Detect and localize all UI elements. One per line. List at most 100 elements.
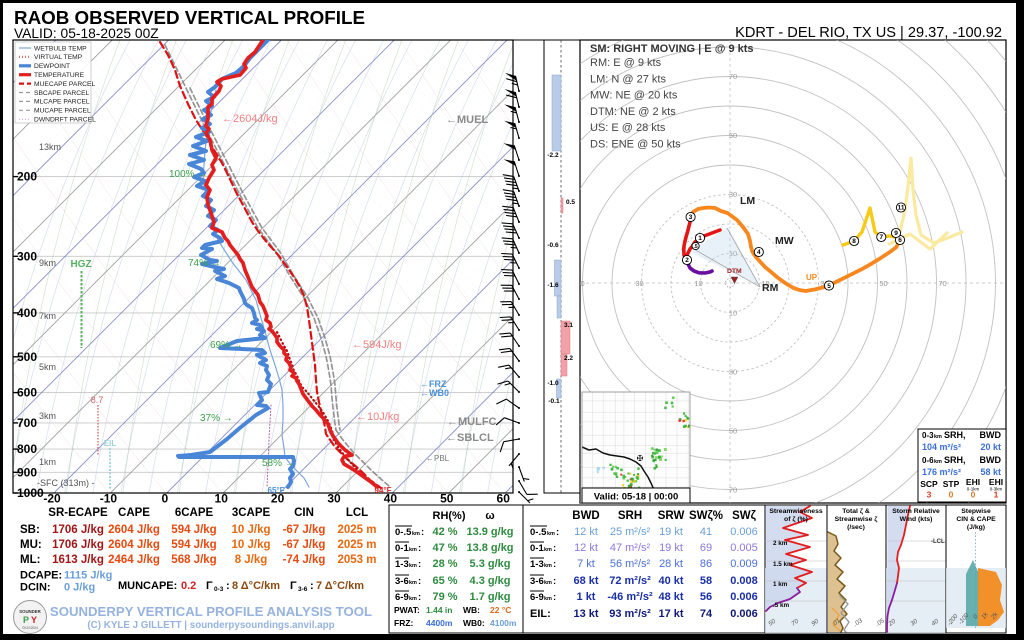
svg-text:CIN & CAPE: CIN & CAPE bbox=[956, 516, 996, 523]
svg-text:70: 70 bbox=[938, 279, 946, 288]
svg-text::: : bbox=[556, 527, 559, 538]
svg-text::: : bbox=[418, 543, 421, 554]
svg-text:Valid: 05-18 | 00:00: Valid: 05-18 | 00:00 bbox=[594, 492, 679, 503]
svg-text:.01: .01 bbox=[831, 617, 842, 628]
svg-text:EIL: EIL bbox=[104, 439, 117, 448]
svg-text:19 kt: 19 kt bbox=[659, 526, 683, 538]
svg-text:km: km bbox=[544, 547, 552, 553]
svg-text:1115 J/kg: 1115 J/kg bbox=[64, 570, 112, 582]
svg-text:Y: Y bbox=[31, 615, 37, 625]
svg-text:2: 2 bbox=[685, 257, 689, 264]
svg-text:2025 m: 2025 m bbox=[337, 539, 376, 551]
svg-text:90: 90 bbox=[810, 618, 820, 628]
svg-text:30: 30 bbox=[327, 492, 341, 506]
svg-text:10: 10 bbox=[729, 249, 737, 258]
svg-text:6: 6 bbox=[898, 237, 902, 244]
svg-text:48 kt: 48 kt bbox=[658, 591, 683, 603]
svg-text:0-1: 0-1 bbox=[530, 543, 544, 554]
svg-text:EIL:: EIL: bbox=[530, 608, 551, 620]
svg-text:700: 700 bbox=[17, 416, 37, 430]
svg-text:12 kt: 12 kt bbox=[574, 526, 598, 538]
svg-text:4: 4 bbox=[757, 249, 761, 256]
svg-text:0.008: 0.008 bbox=[730, 575, 758, 587]
svg-text:2.2: 2.2 bbox=[564, 355, 573, 362]
svg-text:56 m²/s²: 56 m²/s² bbox=[610, 558, 651, 570]
svg-text:ω: ω bbox=[485, 510, 494, 522]
svg-text:0-1km: 0-1km bbox=[967, 487, 980, 492]
svg-text:KDRT - DEL RIO, TX US | 29.37,: KDRT - DEL RIO, TX US | 29.37, -100.92 bbox=[735, 25, 1002, 41]
svg-text:10: 10 bbox=[761, 279, 769, 288]
svg-text:.05: .05 bbox=[875, 617, 887, 628]
svg-text:41: 41 bbox=[700, 526, 712, 538]
svg-text:km: km bbox=[934, 459, 942, 465]
svg-text:7 Δ°C/km: 7 Δ°C/km bbox=[316, 580, 364, 592]
svg-text:176 m²/s²: 176 m²/s² bbox=[922, 467, 961, 477]
svg-text:1.7 g/kg: 1.7 g/kg bbox=[470, 591, 511, 603]
svg-text:3: 3 bbox=[927, 490, 932, 500]
svg-text:BWD: BWD bbox=[980, 430, 1002, 440]
svg-text:←SBLCL: ←SBLCL bbox=[446, 432, 494, 444]
svg-text:-74 J/kg: -74 J/kg bbox=[283, 554, 326, 566]
svg-text:7: 7 bbox=[879, 234, 883, 241]
svg-text:65°F: 65°F bbox=[268, 486, 285, 495]
svg-text:EHI: EHI bbox=[989, 477, 1003, 487]
svg-text:0-1: 0-1 bbox=[395, 543, 409, 554]
svg-text:TEMPERATURE: TEMPERATURE bbox=[34, 72, 85, 79]
svg-text:93 m²/s²: 93 m²/s² bbox=[609, 608, 651, 620]
svg-text:0-3: 0-3 bbox=[214, 586, 224, 593]
svg-text:60: 60 bbox=[497, 492, 511, 506]
svg-text:74: 74 bbox=[700, 608, 713, 620]
svg-text:RM: RM bbox=[762, 282, 779, 294]
svg-text:3CAPE: 3CAPE bbox=[232, 507, 271, 519]
svg-text:4100m: 4100m bbox=[490, 618, 517, 628]
svg-text::: : bbox=[418, 592, 421, 603]
svg-text:1.44 in: 1.44 in bbox=[426, 605, 452, 615]
svg-text:0.006: 0.006 bbox=[730, 608, 758, 620]
svg-text:0-.5: 0-.5 bbox=[530, 527, 547, 538]
svg-text:MW: NE @ 20 kts: MW: NE @ 20 kts bbox=[590, 90, 678, 102]
svg-text:0.009: 0.009 bbox=[730, 558, 758, 570]
svg-text:68 kt: 68 kt bbox=[573, 575, 598, 587]
svg-text::: : bbox=[553, 592, 556, 603]
svg-text:SRW: SRW bbox=[658, 510, 685, 522]
svg-text:100% →: 100% → bbox=[169, 169, 207, 180]
svg-text:SRH,: SRH, bbox=[944, 455, 966, 465]
svg-text:WB0:: WB0: bbox=[463, 618, 485, 628]
svg-text:10: 10 bbox=[694, 279, 702, 288]
svg-text:13 kt: 13 kt bbox=[573, 608, 598, 620]
svg-text:58 kt: 58 kt bbox=[980, 467, 1001, 477]
svg-text:1-3: 1-3 bbox=[395, 559, 409, 570]
svg-text:SOUNDER: SOUNDER bbox=[19, 609, 41, 614]
svg-text:SRH,: SRH, bbox=[944, 430, 966, 440]
svg-text:-10: -10 bbox=[100, 492, 118, 506]
svg-text:1706 J/kg: 1706 J/kg bbox=[52, 539, 104, 551]
svg-text:568 J/kg: 568 J/kg bbox=[171, 554, 216, 566]
svg-text:50: 50 bbox=[440, 492, 454, 506]
svg-text:56: 56 bbox=[700, 591, 712, 603]
svg-text:1706 J/kg: 1706 J/kg bbox=[52, 524, 104, 536]
svg-text:0.006: 0.006 bbox=[730, 591, 758, 603]
svg-text::: : bbox=[226, 580, 230, 592]
svg-text:MU:: MU: bbox=[20, 539, 42, 551]
svg-text:.03: .03 bbox=[853, 617, 865, 628]
svg-text:58: 58 bbox=[700, 575, 712, 587]
svg-text:©KJG2024: ©KJG2024 bbox=[22, 626, 38, 630]
svg-text:1: 1 bbox=[698, 235, 702, 242]
svg-text:WETBULB TEMP: WETBULB TEMP bbox=[34, 45, 87, 52]
svg-text:of ζ (%): of ζ (%) bbox=[784, 516, 808, 523]
svg-text:1-3: 1-3 bbox=[530, 559, 544, 570]
svg-text:2604 J/kg: 2604 J/kg bbox=[108, 539, 160, 551]
svg-text:104 m²/s²: 104 m²/s² bbox=[922, 442, 961, 452]
svg-text:70: 70 bbox=[729, 486, 737, 495]
svg-text:69: 69 bbox=[700, 542, 712, 554]
svg-text:MUCAPE PARCEL: MUCAPE PARCEL bbox=[34, 108, 91, 115]
svg-text:Streamwise ζ: Streamwise ζ bbox=[835, 516, 879, 523]
svg-text:.5 km: .5 km bbox=[773, 602, 790, 609]
svg-text:1k: 1k bbox=[980, 611, 990, 621]
svg-text:10: 10 bbox=[729, 309, 737, 318]
svg-text:Total ζ &: Total ζ & bbox=[842, 508, 870, 515]
svg-text:-67 J/kg: -67 J/kg bbox=[283, 539, 326, 551]
svg-text:2025 m: 2025 m bbox=[337, 524, 376, 536]
svg-text:←PBL: ←PBL bbox=[426, 454, 450, 463]
svg-text:3km: 3km bbox=[39, 411, 56, 421]
